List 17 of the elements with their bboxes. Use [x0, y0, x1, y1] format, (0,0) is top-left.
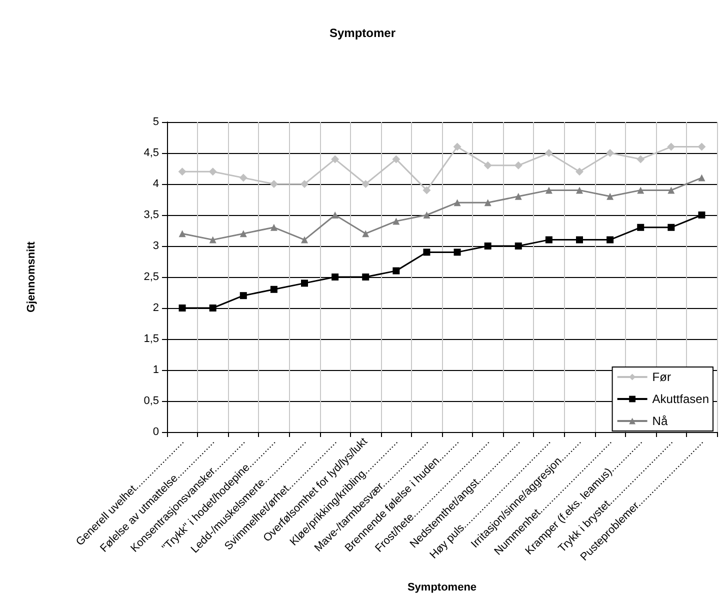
y-tick-label: 3: [152, 240, 159, 252]
y-tick-label: 0,5: [144, 395, 159, 407]
y-tick-label: 0: [152, 426, 159, 438]
legend-label: Nå: [652, 414, 668, 428]
y-tick-label: 3,5: [144, 209, 159, 221]
y-tick-label: 1,5: [144, 333, 159, 345]
y-tick-label: 4,5: [144, 147, 159, 159]
y-tick-label: 4: [152, 178, 159, 190]
chart-title: Symptomer: [329, 26, 396, 40]
y-tick-label: 1: [152, 364, 159, 376]
legend-label: Før: [652, 370, 671, 384]
legend-label: Akuttfasen: [652, 392, 709, 406]
y-axis-title: Gjennomsnitt: [26, 241, 38, 312]
x-axis-title: Symptomene: [407, 582, 477, 594]
y-tick-label: 5: [152, 116, 159, 128]
y-tick-label: 2,5: [144, 271, 159, 283]
y-tick-label: 2: [152, 302, 159, 314]
